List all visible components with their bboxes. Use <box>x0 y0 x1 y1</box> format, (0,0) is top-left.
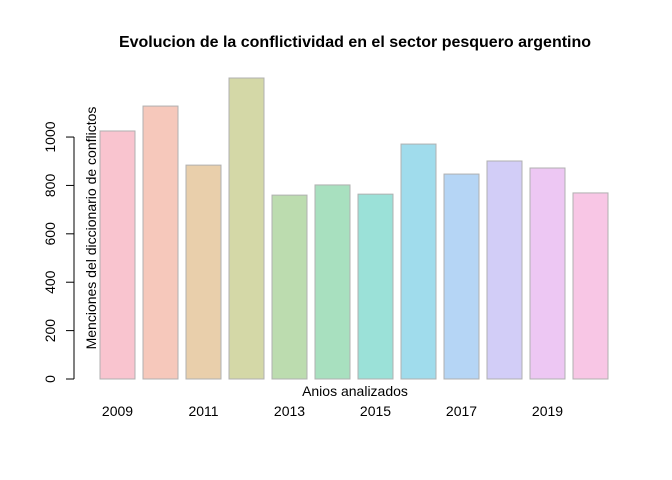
bar <box>99 130 136 380</box>
x-axis-title: Anios analizados <box>302 383 408 399</box>
x-tick-label: 2009 <box>102 403 133 419</box>
bar <box>529 167 566 380</box>
y-axis-title: Menciones del diccionario de conflictos <box>83 107 99 350</box>
y-tick-label: 200 <box>42 319 58 343</box>
bar <box>486 160 523 380</box>
y-tick-label: 800 <box>42 174 58 198</box>
x-tick-label: 2013 <box>274 403 305 419</box>
x-tick-label: 2019 <box>532 403 563 419</box>
bar <box>185 164 222 380</box>
bar <box>314 184 351 380</box>
y-tick-label: 600 <box>42 222 58 246</box>
bar <box>228 77 265 380</box>
y-tick-label: 0 <box>42 375 58 383</box>
bar <box>400 143 437 380</box>
bar <box>443 173 480 380</box>
y-tick-label: 400 <box>42 270 58 294</box>
bar <box>271 194 308 380</box>
y-tick-label: 1000 <box>42 121 58 152</box>
x-tick-label: 2017 <box>446 403 477 419</box>
x-tick-label: 2015 <box>360 403 391 419</box>
chart-title: Evolucion de la conflictividad en el sec… <box>119 34 591 51</box>
bar <box>142 105 179 380</box>
x-tick-label: 2011 <box>188 403 218 419</box>
bar <box>572 192 609 380</box>
bar <box>357 193 394 380</box>
